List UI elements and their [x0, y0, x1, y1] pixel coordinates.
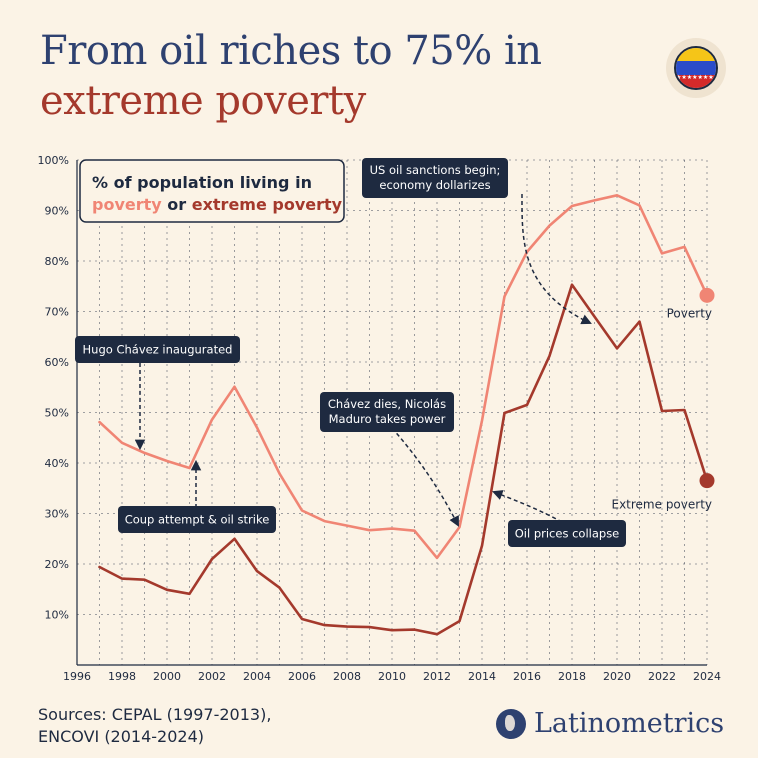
poverty-end-label: Poverty [667, 306, 712, 320]
x-tick-label: 2006 [288, 670, 316, 683]
extreme-poverty-end-label: Extreme poverty [611, 498, 712, 512]
sources: Sources: CEPAL (1997-2013), ENCOVI (2014… [38, 704, 271, 748]
x-tick-label: 2022 [648, 670, 676, 683]
y-tick-label: 30% [45, 508, 69, 521]
brand-name: Latinometrics [534, 708, 725, 739]
x-tick-label: 2016 [513, 670, 541, 683]
grid-lines [76, 159, 708, 665]
y-tick-label: 40% [45, 457, 69, 470]
x-tick-label: 2018 [558, 670, 586, 683]
globe-icon [496, 708, 526, 739]
x-tick-label: 2012 [423, 670, 451, 683]
brand: Latinometrics [496, 708, 724, 739]
annotation-text: economy dollarizes [379, 178, 490, 192]
legend-line-1: % of population living in [92, 173, 312, 192]
legend-extreme: extreme poverty [192, 195, 343, 214]
x-tick-label: 2010 [378, 670, 406, 683]
annotation-box [118, 506, 276, 533]
y-tick-label: 70% [45, 306, 69, 319]
y-tick-label: 80% [45, 255, 69, 268]
legend-or: or [162, 195, 192, 214]
sources-line-1: Sources: CEPAL (1997-2013), [38, 705, 272, 724]
x-tick-label: 2004 [243, 670, 271, 683]
annotation-box [508, 520, 626, 547]
x-tick-label: 2014 [468, 670, 496, 683]
annotation-arrows [134, 193, 592, 527]
x-tick-label: 2002 [198, 670, 226, 683]
y-tick-label: 10% [45, 609, 69, 622]
annotation-arrow [391, 427, 459, 527]
chart-title: From oil riches to 75% in extreme povert… [40, 26, 542, 126]
y-tick-label: 90% [45, 205, 69, 218]
venezuela-flag-icon: ★★★★★★★★ [666, 38, 726, 98]
extreme-poverty-line [98, 283, 709, 636]
annotation-arrow [521, 193, 592, 325]
end-labels: Poverty Extreme poverty [611, 306, 712, 511]
x-tick-label: 1998 [108, 670, 136, 683]
title-line-1: From oil riches to 75% in [40, 28, 542, 74]
annotation-text: Oil prices collapse [515, 527, 620, 541]
annotation-text: Hugo Chávez inaugurated [83, 343, 233, 357]
annotation-arrow [492, 490, 563, 523]
annotation-boxes: Hugo Chávez inaugurated Coup attempt & oi… [75, 158, 626, 547]
x-tick-label: 2000 [153, 670, 181, 683]
tick-labels: 10% 20% 30% 40% 50% 60% 70% 80% 90% 100% 1996 1998 2… [38, 154, 721, 683]
annotation-box [362, 158, 508, 198]
x-tick-label: 2020 [603, 670, 631, 683]
x-tick-label: 2024 [693, 670, 721, 683]
poverty-line [98, 194, 709, 560]
annotation-text: US oil sanctions begin; [370, 163, 501, 177]
y-tick-label: 50% [45, 407, 69, 420]
series-lines [98, 194, 715, 636]
x-tick-label: 2008 [333, 670, 361, 683]
sources-line-2: ENCOVI (2014-2024) [38, 727, 205, 746]
title-line-2: extreme poverty [40, 78, 366, 124]
chart-legend: % of population living in poverty or ext… [79, 159, 345, 223]
annotation-text: Maduro takes power [329, 412, 446, 426]
extreme-poverty-end-point [699, 473, 715, 489]
annotation-text: Coup attempt & oil strike [125, 513, 270, 527]
y-tick-label: 100% [38, 154, 69, 167]
annotation-text: Chávez dies, Nicolás [328, 397, 446, 411]
axes [76, 160, 707, 666]
legend-line-2: poverty or extreme poverty [92, 195, 343, 214]
x-tick-label: 1996 [63, 670, 91, 683]
legend-poverty: poverty [92, 195, 162, 214]
y-tick-label: 60% [45, 356, 69, 369]
annotation-box [75, 336, 240, 363]
poverty-end-point [699, 287, 715, 303]
y-tick-label: 20% [45, 558, 69, 571]
annotation-box [320, 392, 454, 432]
